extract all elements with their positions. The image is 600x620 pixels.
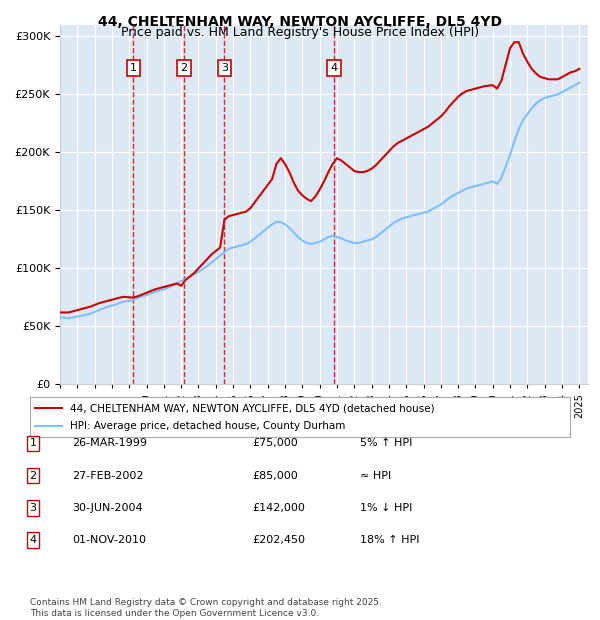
Text: £142,000: £142,000 [252, 503, 305, 513]
Text: 27-FEB-2002: 27-FEB-2002 [72, 471, 143, 480]
Text: 2: 2 [29, 471, 37, 480]
Text: 44, CHELTENHAM WAY, NEWTON AYCLIFFE, DL5 4YD (detached house): 44, CHELTENHAM WAY, NEWTON AYCLIFFE, DL5… [71, 403, 435, 413]
Text: ≈ HPI: ≈ HPI [360, 471, 391, 480]
Text: 4: 4 [331, 63, 338, 73]
Text: £85,000: £85,000 [252, 471, 298, 480]
Text: 3: 3 [221, 63, 228, 73]
Text: 26-MAR-1999: 26-MAR-1999 [72, 438, 147, 448]
Text: 30-JUN-2004: 30-JUN-2004 [72, 503, 143, 513]
Text: £202,450: £202,450 [252, 535, 305, 545]
Text: 44, CHELTENHAM WAY, NEWTON AYCLIFFE, DL5 4YD: 44, CHELTENHAM WAY, NEWTON AYCLIFFE, DL5… [98, 16, 502, 30]
Text: 1: 1 [29, 438, 37, 448]
Text: 5% ↑ HPI: 5% ↑ HPI [360, 438, 412, 448]
Text: Price paid vs. HM Land Registry's House Price Index (HPI): Price paid vs. HM Land Registry's House … [121, 26, 479, 39]
Text: Contains HM Land Registry data © Crown copyright and database right 2025.
This d: Contains HM Land Registry data © Crown c… [30, 598, 382, 618]
Text: 1: 1 [130, 63, 137, 73]
Text: 2: 2 [181, 63, 188, 73]
Text: 1% ↓ HPI: 1% ↓ HPI [360, 503, 412, 513]
Text: 3: 3 [29, 503, 37, 513]
Text: 18% ↑ HPI: 18% ↑ HPI [360, 535, 419, 545]
Text: HPI: Average price, detached house, County Durham: HPI: Average price, detached house, Coun… [71, 421, 346, 431]
Text: 4: 4 [29, 535, 37, 545]
Text: £75,000: £75,000 [252, 438, 298, 448]
Text: 01-NOV-2010: 01-NOV-2010 [72, 535, 146, 545]
